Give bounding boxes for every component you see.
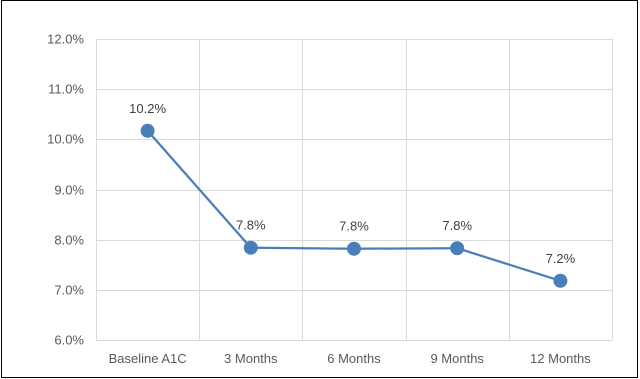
series-line: [146, 130, 561, 282]
series-points: [140, 123, 568, 288]
y-tick-label: 8.0%: [54, 233, 84, 248]
x-tick-label: 12 Months: [530, 351, 591, 366]
y-tick-label: 6.0%: [54, 333, 84, 348]
x-tick-label: 3 Months: [224, 351, 278, 366]
data-label: 10.2%: [129, 101, 166, 116]
y-axis-tick-labels: 6.0% 7.0% 8.0% 9.0% 10.0% 11.0% 12.0%: [47, 32, 84, 348]
data-point: [450, 241, 465, 256]
data-label: 7.8%: [339, 219, 369, 234]
y-tick-label: 12.0%: [47, 32, 84, 47]
data-point: [347, 241, 361, 256]
x-tick-label: 9 Months: [430, 351, 484, 366]
data-label: 7.8%: [442, 218, 472, 233]
y-tick-label: 7.0%: [54, 283, 84, 298]
data-point: [553, 273, 568, 288]
grid-lines: [96, 39, 613, 341]
data-point: [140, 123, 155, 138]
y-tick-label: 10.0%: [47, 132, 84, 147]
data-point: [243, 240, 258, 255]
y-tick-label: 11.0%: [48, 82, 84, 97]
x-axis-tick-labels: Baseline A1C 3 Months 6 Months 9 Months 12 M…: [109, 351, 592, 366]
x-tick-label: 6 Months: [327, 351, 381, 366]
data-labels: 10.2% 7.8% 7.8% 7.8% 7.2%: [129, 101, 575, 266]
series-line-path: [146, 130, 561, 282]
y-tick-label: 9.0%: [54, 183, 84, 198]
data-label: 7.8%: [236, 218, 266, 233]
x-tick-label: Baseline A1C: [109, 351, 187, 366]
data-label: 7.2%: [546, 251, 576, 266]
